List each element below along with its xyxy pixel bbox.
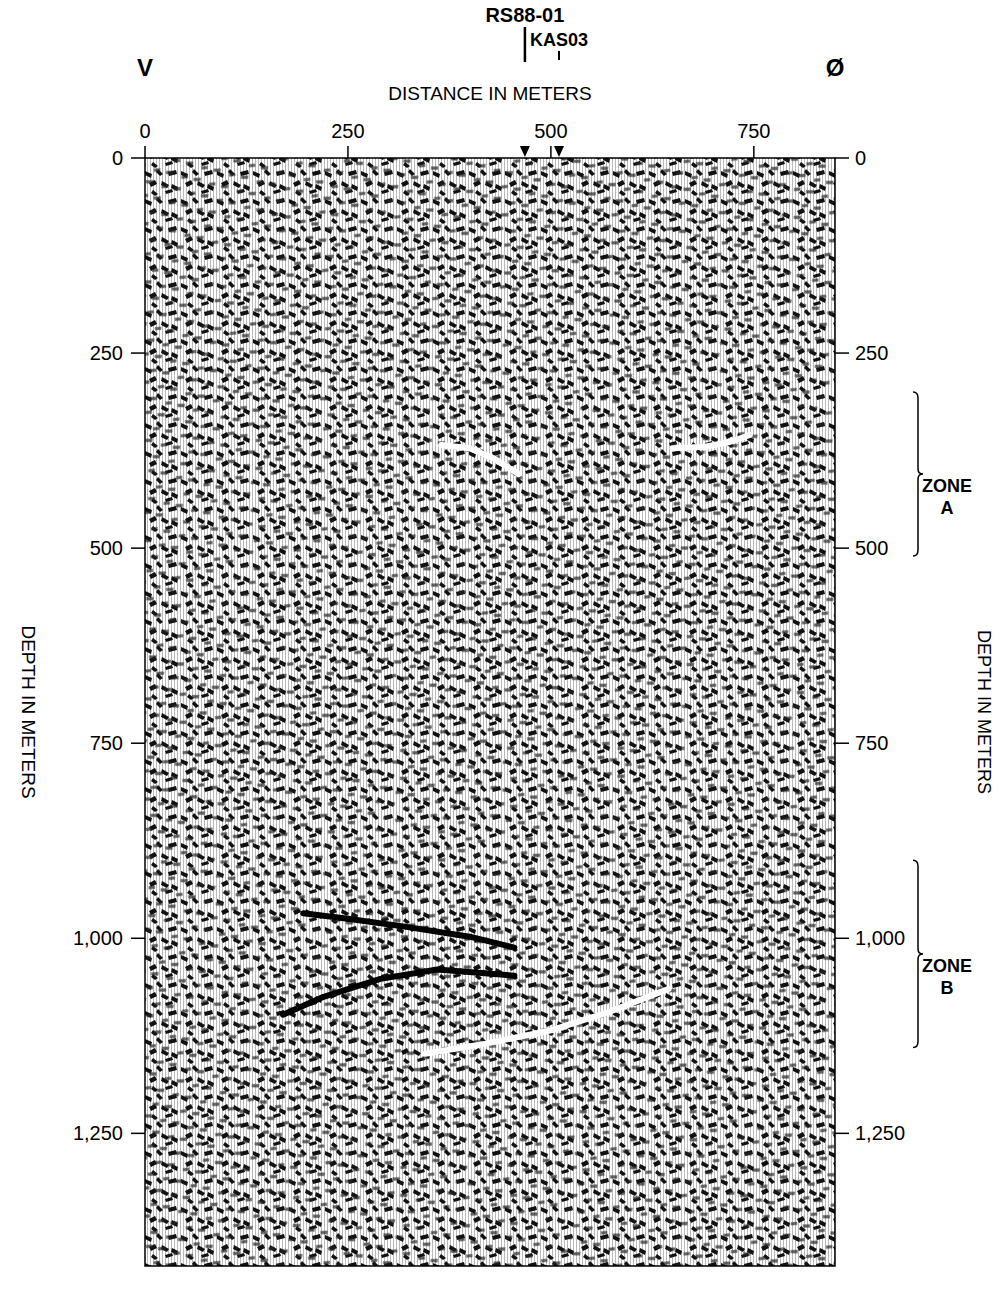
zone-bracket (913, 860, 923, 1047)
x-tick-label: 250 (331, 120, 364, 142)
plot-frame (145, 158, 835, 1266)
x-tick (550, 146, 552, 158)
chart: 0 250 500 750 DISTANCE IN METERS V Ø RS88-01 KAS… (0, 0, 994, 1290)
horizon-line (673, 435, 750, 448)
zone-label: ZONEA (922, 476, 972, 518)
y2-tick (835, 1133, 849, 1135)
zone-label-line: A (941, 498, 954, 518)
y-tick (131, 547, 145, 549)
zone-label-line: ZONE (922, 476, 972, 496)
zone-label: ZONEB (922, 956, 972, 998)
y-tick (131, 352, 145, 354)
y2-tick (835, 742, 849, 744)
end-label: Ø (826, 54, 845, 81)
y2-tick (835, 547, 849, 549)
x-axis-title: DISTANCE IN METERS (388, 83, 591, 104)
y2-tick-label: 1,250 (855, 1122, 905, 1144)
end-label: V (137, 54, 153, 81)
x-tick-label: 750 (737, 120, 770, 142)
y2-tick-label: 0 (855, 147, 866, 169)
y-tick-label: 0 (112, 147, 123, 169)
horizons (283, 435, 750, 1054)
well-arrow (554, 146, 564, 157)
x-tick (753, 146, 755, 158)
seismic-texture (145, 158, 835, 1266)
y-tick-label: 750 (90, 732, 123, 754)
x-tick-label: 0 (139, 120, 150, 142)
well-label: RS88-01 (485, 4, 564, 26)
y-tick (131, 1133, 145, 1135)
y2-tick-label: 500 (855, 537, 888, 559)
horizon-line (425, 989, 668, 1054)
horizon-line (283, 970, 514, 1015)
y-tick-label: 250 (90, 342, 123, 364)
y-tick (131, 157, 145, 159)
y-tick (131, 742, 145, 744)
zone-label-line: B (941, 978, 954, 998)
zone-bracket (913, 392, 923, 556)
y-tick-label: 500 (90, 537, 123, 559)
x-tick (347, 146, 349, 158)
x-tick-label: 500 (534, 120, 567, 142)
y-tick-label: 1,000 (73, 927, 123, 949)
y2-tick-label: 250 (855, 342, 888, 364)
seismic-texture (145, 158, 835, 1266)
y2-tick (835, 938, 849, 940)
y2-axis-title: DEPTH IN METERS (974, 630, 994, 794)
y2-tick-label: 1,000 (855, 927, 905, 949)
zone-label-line: ZONE (922, 956, 972, 976)
y-tick (131, 938, 145, 940)
well-marker (558, 51, 560, 60)
well-label: KAS03 (530, 30, 588, 50)
well-arrow (520, 146, 530, 157)
y-axis-title: DEPTH IN METERS (18, 625, 39, 798)
horizon-line (303, 913, 514, 947)
y2-tick (835, 352, 849, 354)
y-tick-label: 1,250 (73, 1122, 123, 1144)
y2-tick-label: 750 (855, 732, 888, 754)
y2-tick (835, 157, 849, 159)
horizon-line (441, 445, 518, 474)
well-marker (524, 27, 527, 62)
x-tick (144, 146, 146, 158)
